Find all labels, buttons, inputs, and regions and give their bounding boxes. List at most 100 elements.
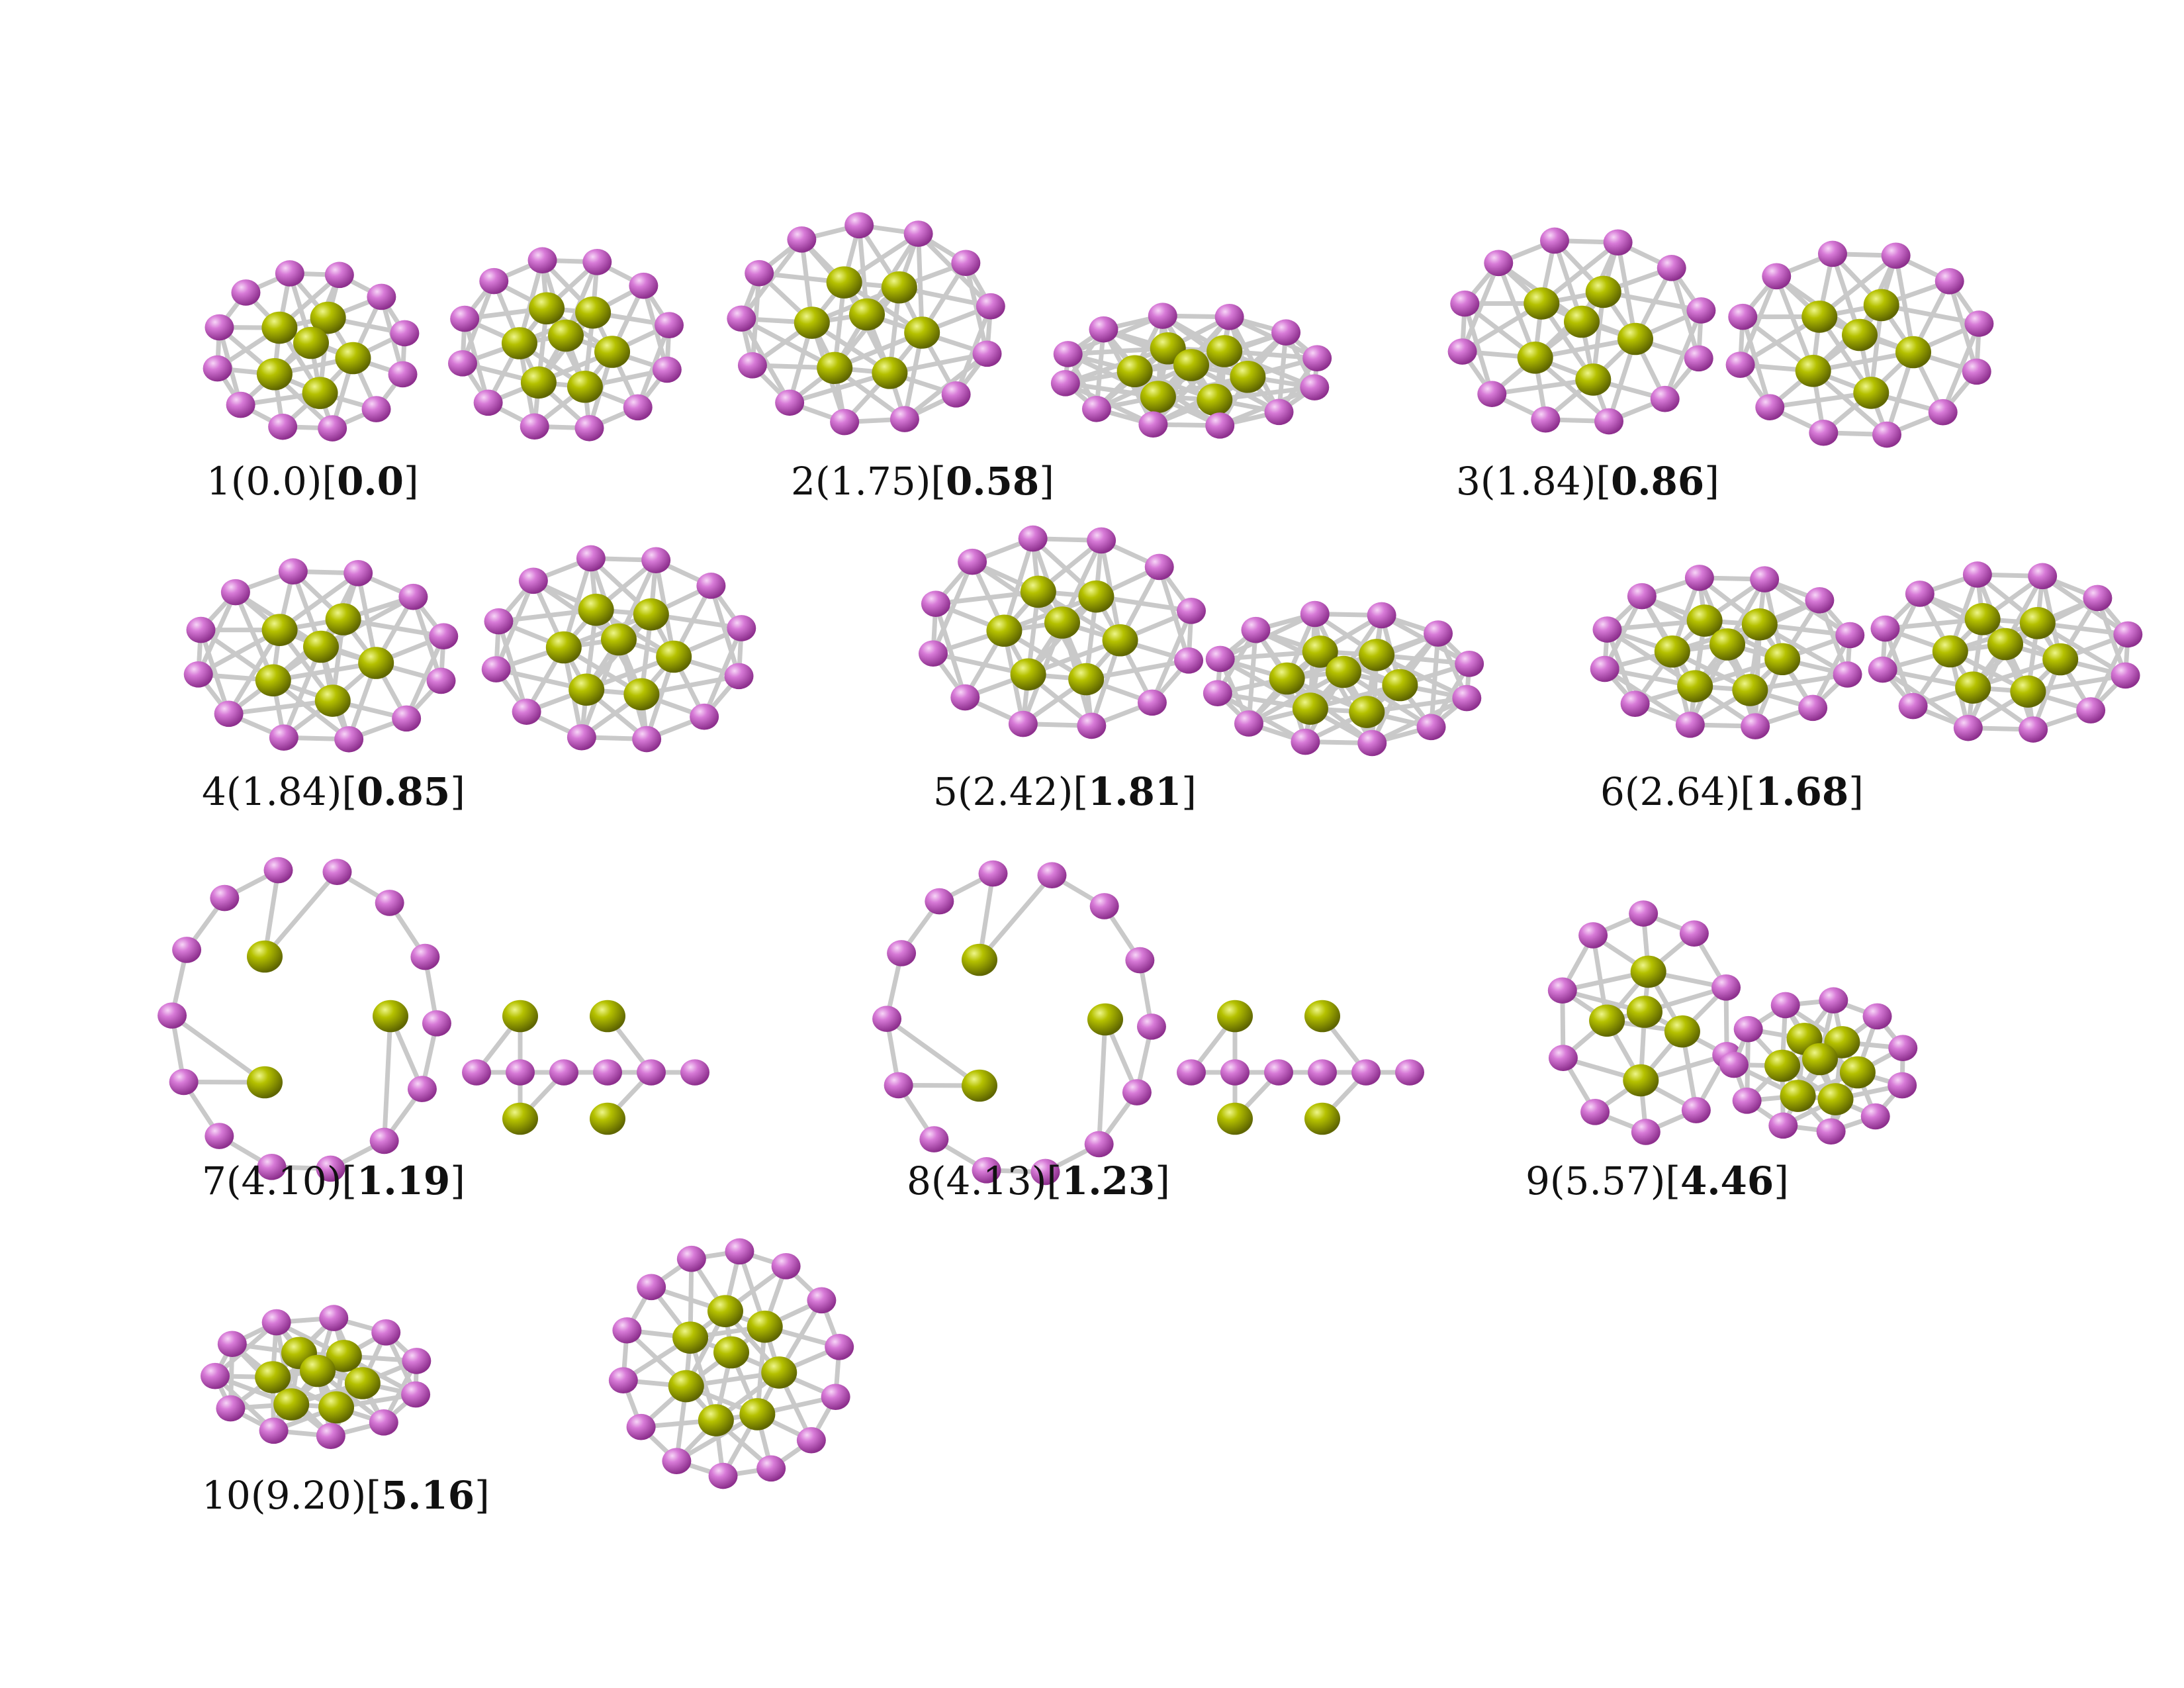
magenta-atom: [479, 267, 509, 295]
magenta-atom: [203, 355, 232, 382]
magenta-atom: [518, 567, 548, 594]
paren-open: (: [226, 769, 242, 814]
magenta-atom: [632, 726, 662, 753]
bond: [198, 628, 232, 716]
isomer-8-view-a: [872, 860, 1166, 1186]
bracket-close: ]: [1181, 769, 1197, 814]
magenta-atom: [662, 1448, 692, 1474]
magenta-atom: [821, 1383, 850, 1411]
bracket-open: [: [341, 769, 357, 814]
magenta-atom: [1220, 1059, 1250, 1086]
bond: [1462, 301, 1494, 397]
relative-energy: 1.84: [241, 769, 327, 814]
yellow-atom: [255, 1361, 291, 1393]
bond: [1150, 608, 1194, 705]
magenta-atom: [520, 413, 549, 440]
bracket-open: [: [1665, 1158, 1680, 1203]
magenta-atom: [1205, 645, 1235, 673]
magenta-atom: [1548, 1045, 1578, 1072]
magenta-atom: [422, 1010, 451, 1037]
isomer-5-view-b: [1203, 600, 1484, 757]
magenta-atom: [680, 1059, 709, 1086]
magenta-atom: [1592, 616, 1622, 643]
magenta-atom: [1657, 255, 1686, 281]
magenta-atom: [725, 1238, 754, 1265]
paren-close: ): [306, 459, 322, 504]
bond: [1940, 321, 1981, 415]
magenta-atom: [268, 413, 298, 440]
bond: [916, 231, 925, 335]
magenta-atom: [1631, 1119, 1661, 1145]
magenta-atom: [278, 558, 308, 585]
magenta-atom: [1241, 616, 1271, 643]
magenta-atom: [1177, 1059, 1206, 1086]
yellow-atom: [1087, 1003, 1123, 1036]
yellow-atom: [1302, 635, 1338, 668]
bold-energy: 0.0: [337, 459, 404, 504]
yellow-atom: [567, 370, 603, 403]
yellow-atom: [2019, 606, 2056, 639]
yellow-atom: [502, 1000, 538, 1033]
relative-energy: 1.75: [830, 459, 916, 504]
isomer-id: 7: [202, 1158, 226, 1203]
magenta-atom: [1087, 527, 1116, 554]
yellow-atom: [826, 266, 862, 299]
yellow-atom: [1802, 1043, 1838, 1076]
paren-close: ): [351, 1473, 367, 1518]
yellow-atom: [302, 377, 338, 409]
isomer-9-view-b: [1719, 987, 1918, 1145]
magenta-atom: [1768, 1112, 1798, 1139]
magenta-atom: [2111, 662, 2140, 689]
paren-close: ): [915, 459, 931, 504]
magenta-atom: [158, 1002, 187, 1029]
yellow-atom: [501, 327, 537, 359]
bond: [262, 869, 340, 959]
magenta-atom: [1603, 229, 1633, 256]
magenta-atom: [727, 615, 756, 641]
yellow-atom: [548, 319, 584, 352]
yellow-atom: [872, 357, 908, 389]
yellow-atom: [1780, 1080, 1816, 1112]
magenta-atom: [220, 579, 250, 606]
isomer-2-view-b: [1050, 303, 1332, 439]
yellow-atom: [794, 306, 830, 339]
magenta-atom: [727, 305, 756, 332]
paren-close: ): [326, 1158, 342, 1203]
yellow-atom: [1102, 624, 1138, 657]
magenta-atom: [172, 937, 202, 963]
magenta-atom: [1681, 1097, 1711, 1123]
yellow-atom: [590, 1000, 625, 1033]
magenta-atom: [690, 703, 719, 730]
isomer-9-view-a: [1547, 900, 1742, 1145]
magenta-atom: [1050, 370, 1080, 397]
yellow-atom: [1517, 341, 1553, 374]
yellow-atom: [261, 311, 298, 344]
bracket-close: ]: [450, 769, 465, 814]
bracket-open: [: [322, 459, 338, 504]
magenta-atom: [1835, 622, 1865, 649]
magenta-atom: [1264, 399, 1294, 426]
magenta-atom: [319, 1305, 349, 1331]
isomer-id: 5: [933, 769, 958, 814]
magenta-atom: [410, 943, 440, 970]
bracket-close: ]: [1848, 769, 1864, 814]
magenta-atom: [216, 1395, 246, 1422]
bond: [169, 1013, 267, 1085]
magenta-atom: [1934, 268, 1964, 295]
yellow-atom: [325, 603, 361, 635]
magenta-atom: [1580, 1099, 1610, 1125]
bond: [884, 1016, 982, 1088]
magenta-atom: [1416, 714, 1446, 741]
bond: [1774, 273, 1816, 373]
magenta-atom: [1477, 381, 1507, 407]
magenta-atom: [1732, 1088, 1762, 1114]
bond: [1429, 631, 1441, 729]
isomer-3-view-a: [1447, 227, 1716, 435]
yellow-atom: [1359, 639, 1395, 671]
yellow-atom: [1654, 635, 1690, 668]
magenta-atom: [1728, 303, 1758, 330]
magenta-atom: [1291, 728, 1320, 755]
magenta-atom: [1888, 1072, 1917, 1099]
yellow-atom: [1589, 1004, 1625, 1037]
isomer-id: 9: [1525, 1158, 1550, 1203]
